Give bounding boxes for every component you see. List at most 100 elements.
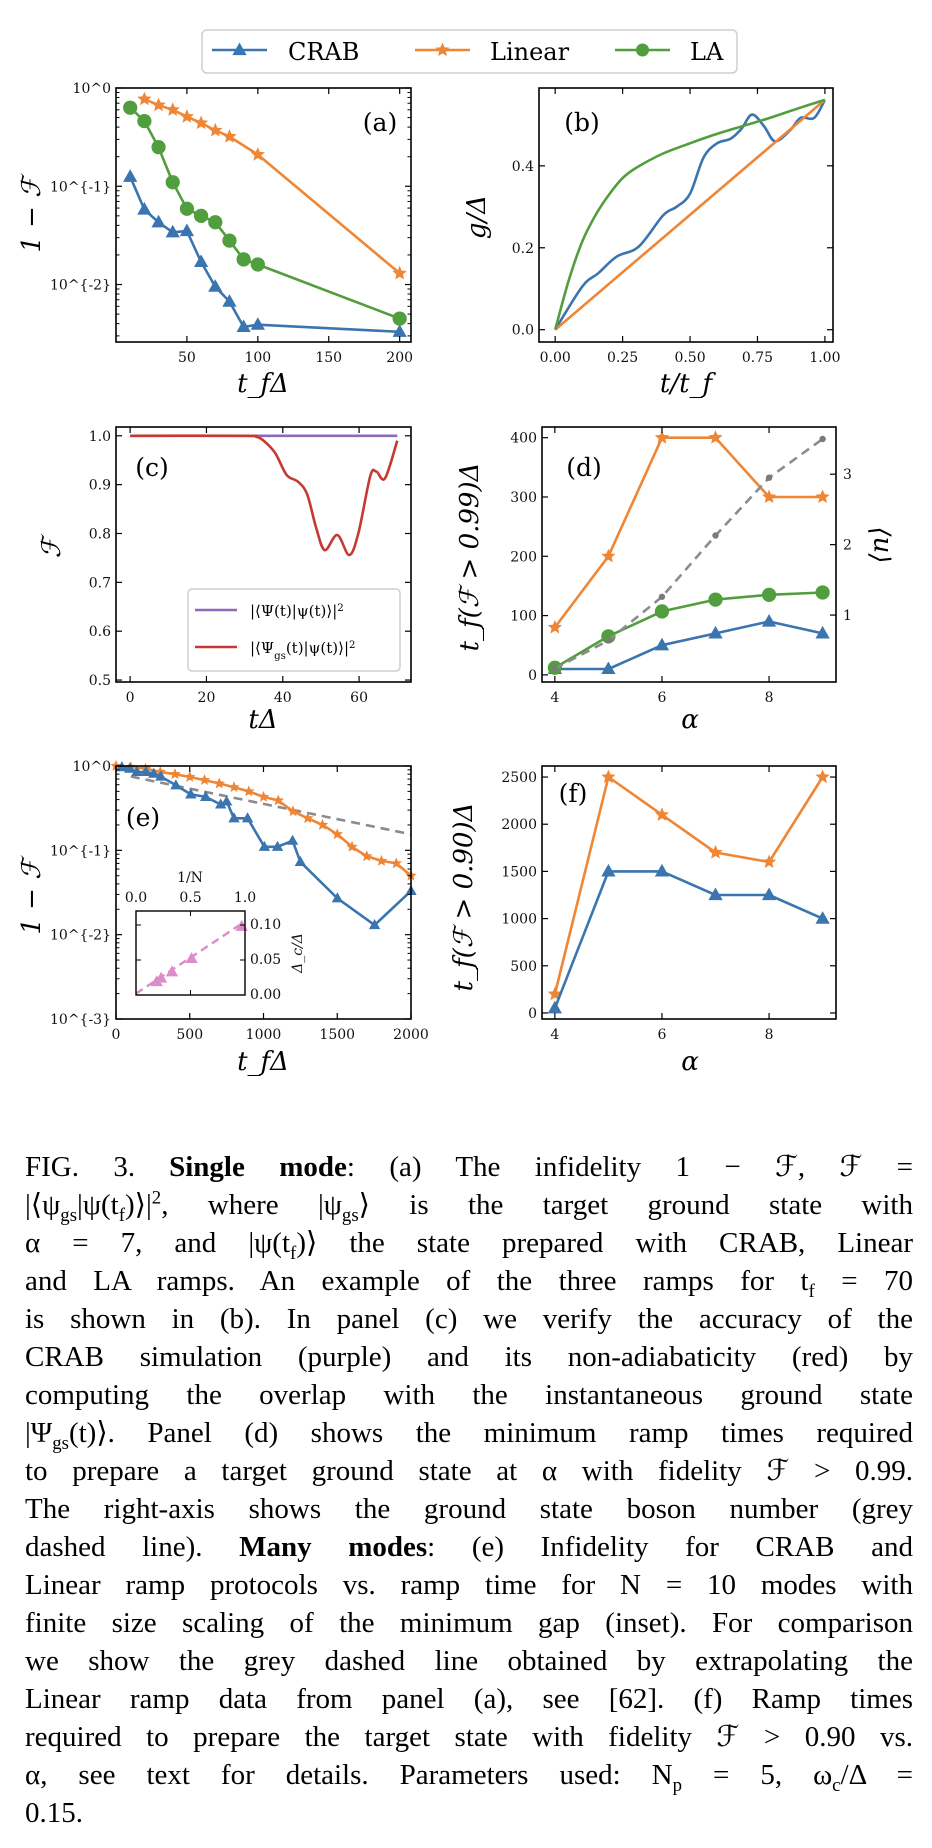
caption-text: dashed line).	[25, 1531, 240, 1563]
y-tick-label: 400	[510, 431, 537, 447]
star-marker	[250, 147, 265, 161]
series-crab	[547, 863, 830, 1014]
triangle-marker	[154, 971, 168, 983]
circle-marker	[654, 604, 670, 619]
series-group	[553, 98, 827, 331]
dot-marker	[712, 532, 719, 539]
circle-marker	[815, 585, 830, 600]
triangle-marker	[185, 788, 197, 799]
legend-label: CRAB	[288, 38, 359, 66]
panel-f: 4 6 8 0 500 1000 1500 2000 2500 α t_f(ℱ > 0.90)Δ (f…	[449, 765, 837, 1077]
star-marker	[375, 854, 388, 866]
series-line	[130, 434, 399, 557]
panel-label: (f)	[559, 779, 588, 808]
triangle-marker	[228, 812, 240, 823]
caption-line: Linear ramp protocols vs. ramp time for …	[25, 1566, 913, 1604]
caption-text: α = 7, and |ψ(tf)⟩ the state prepared wi…	[25, 1227, 913, 1264]
y-tick-label: 10^0	[73, 81, 111, 97]
legend-box	[201, 29, 738, 74]
figure-number: FIG. 3.	[25, 1151, 136, 1183]
series-line	[553, 436, 823, 629]
series-group	[110, 760, 417, 930]
circle-marker	[151, 140, 166, 155]
x-tick-label: 0	[112, 1027, 121, 1043]
circle-marker	[208, 215, 223, 230]
series-line	[553, 775, 824, 995]
y-tick-label: 1500	[501, 864, 537, 880]
triangle-marker	[368, 919, 381, 930]
axes-frame	[115, 87, 412, 343]
triangle-marker	[392, 324, 407, 337]
y-axis-label: 1 − ℱ	[17, 173, 47, 253]
series-group	[123, 91, 407, 337]
triangle-marker	[140, 765, 152, 777]
triangle-marker	[815, 625, 830, 639]
triangle-marker	[250, 317, 265, 330]
triangle-marker	[232, 42, 247, 56]
star-marker	[169, 768, 181, 779]
inset-x-axis-label: 1/N	[177, 870, 203, 886]
x-tick-label: 500	[176, 1027, 203, 1043]
x-axis-label: t_fΔ	[237, 1047, 289, 1077]
star-marker	[137, 91, 152, 106]
dot-marker	[551, 665, 559, 672]
caption-line: α = 7, and |ψ(tf)⟩ the state prepared wi…	[25, 1224, 913, 1264]
caption-line: 0.15.	[25, 1794, 913, 1832]
x-tick-label: 200	[386, 350, 413, 366]
triangle-marker	[331, 892, 344, 903]
y-axis-label: 1 − ℱ	[17, 855, 47, 935]
inset-x-tick-label: 0.0	[125, 890, 147, 906]
triangle-marker	[131, 765, 143, 777]
caption-line: CRAB simulation (purple) and its non-adi…	[25, 1338, 913, 1376]
y-tick-label: 10^{-2}	[50, 928, 111, 944]
axes-frame	[541, 426, 837, 683]
triangle-marker	[547, 1000, 562, 1014]
y-tick-label: 0.8	[89, 526, 111, 542]
triangle-marker	[708, 887, 723, 901]
circle-marker	[250, 257, 265, 272]
caption-line: dashed line). Many modes: (e) Infidelity…	[25, 1528, 913, 1566]
caption-text: The right-axis shows the ground state bo…	[25, 1493, 913, 1525]
caption-line: required to prepare the target state wit…	[25, 1718, 913, 1756]
series-gstt	[130, 434, 399, 557]
series-la	[547, 585, 830, 675]
panel-label: (e)	[126, 803, 160, 832]
triangle-marker	[654, 863, 670, 877]
triangle-marker	[258, 840, 271, 851]
legend-label: |⟨Ψ(t)|ψ(t)⟩|2	[250, 602, 344, 620]
star-marker	[194, 115, 209, 130]
x-tick-label: 4	[550, 690, 559, 706]
x-tick-label: 0.25	[607, 350, 638, 366]
inset-x-tick-label: 0.5	[179, 890, 201, 906]
star-marker	[654, 807, 670, 821]
y-tick-label: 10^{-3}	[50, 1012, 111, 1028]
caption-text: |⟨ψgs|ψ(tf)⟩|2, where |ψgs⟩ is the targe…	[25, 1187, 913, 1226]
y-tick-label: 1000	[501, 912, 537, 928]
right-y-axis-label: ⟨n⟩	[865, 526, 895, 563]
caption-line: is shown in (b). In panel (c) we verify …	[25, 1300, 913, 1338]
triangle-marker	[165, 224, 180, 238]
x-tick-label: 0	[126, 690, 135, 706]
series-linear	[547, 769, 830, 1001]
circle-marker	[179, 201, 195, 216]
dot-marker	[605, 637, 612, 644]
star-marker	[302, 812, 314, 824]
caption-text: we show the grey dashed line obtained by…	[25, 1645, 913, 1677]
series-line	[554, 437, 824, 670]
series-linear	[137, 91, 407, 280]
triangle-marker	[601, 661, 616, 675]
axes-frame	[115, 426, 412, 683]
x-tick-label: 40	[274, 690, 292, 706]
star-marker	[213, 777, 225, 789]
inset-finite-size-scaling: 0.0 0.5 1.0 0.00 0.05 0.10 1/N Δ_c/Δ	[125, 870, 306, 1003]
caption-heading-many-modes: Many modes	[239, 1531, 428, 1563]
panel-c-legend: |⟨Ψ(t)|ψ(t)⟩|2 |⟨Ψgs(t)|ψ(t)⟩|2	[187, 588, 401, 672]
triangle-marker	[761, 887, 777, 901]
legend-label: LA	[690, 38, 724, 66]
y-tick-label: 200	[510, 549, 537, 565]
x-tick-label: 1000	[246, 1027, 282, 1043]
caption-text: : (e) Infidelity for CRAB and	[427, 1531, 913, 1563]
caption-text: and LA ramps. An example of the three ra…	[25, 1265, 913, 1302]
caption-line: |Ψgs(t)⟩. Panel (d) shows the minimum ra…	[25, 1414, 913, 1453]
x-axis-label: α	[681, 1047, 699, 1077]
